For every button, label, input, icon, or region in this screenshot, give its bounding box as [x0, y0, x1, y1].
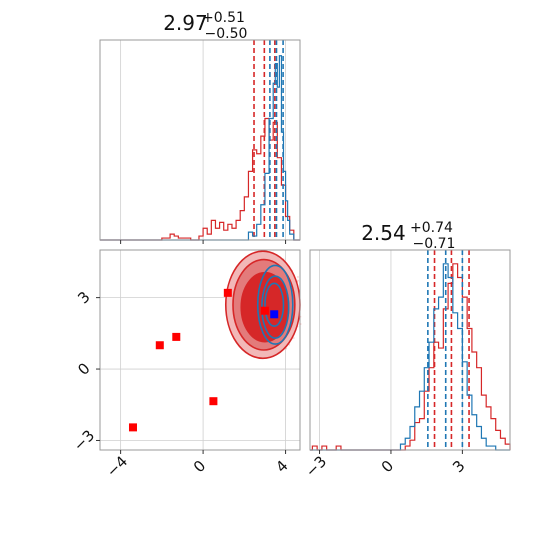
panel-frame [99, 249, 301, 451]
joint-density-panel: −4 0 4 −3 0 3 [70, 249, 302, 481]
blue-density-contour [256, 264, 294, 345]
red-square-marker [223, 288, 232, 297]
right-title-minus: −0.71 [413, 236, 456, 252]
marginal-histogram-right: −3 0 3 [302, 249, 511, 481]
red-square-marker [155, 341, 164, 350]
blue-square-marker [270, 310, 279, 319]
y-tick-label: 3 [74, 288, 93, 307]
x-tick-label: 4 [272, 457, 291, 476]
x-tick-label: 0 [190, 457, 209, 476]
panel-frame [309, 249, 511, 451]
sample-point [297, 279, 299, 282]
x-tick-label: −3 [302, 452, 330, 480]
marginal-histogram-top [99, 39, 301, 244]
x-tick-label: 0 [378, 457, 397, 476]
top-title-plus: +0.51 [202, 10, 245, 26]
histogram-series [310, 263, 510, 451]
sample-point [293, 337, 295, 339]
histogram-series [100, 55, 300, 241]
y-tick-label: 0 [74, 359, 93, 378]
right-panel-title: 2.54 +0.74 −0.71 [361, 217, 458, 252]
histogram-series [310, 263, 511, 451]
blue-density-contour [264, 282, 285, 327]
red-square-marker [172, 332, 181, 341]
right-title-median: 2.54 [361, 221, 406, 245]
x-tick-label: 3 [449, 457, 468, 476]
sample-point [285, 347, 288, 350]
right-title-plus: +0.74 [410, 220, 453, 236]
x-tick-label: −4 [103, 452, 131, 480]
sample-point [297, 276, 299, 278]
red-square-marker [128, 423, 137, 432]
top-panel-title: 2.97 +0.51 −0.50 [163, 7, 250, 42]
top-title-median: 2.97 [163, 11, 208, 35]
red-square-marker [260, 306, 269, 315]
y-tick-label: −3 [70, 426, 98, 454]
red-square-marker [209, 397, 218, 406]
top-title-minus: −0.50 [205, 26, 248, 42]
panel-frame [99, 39, 301, 241]
